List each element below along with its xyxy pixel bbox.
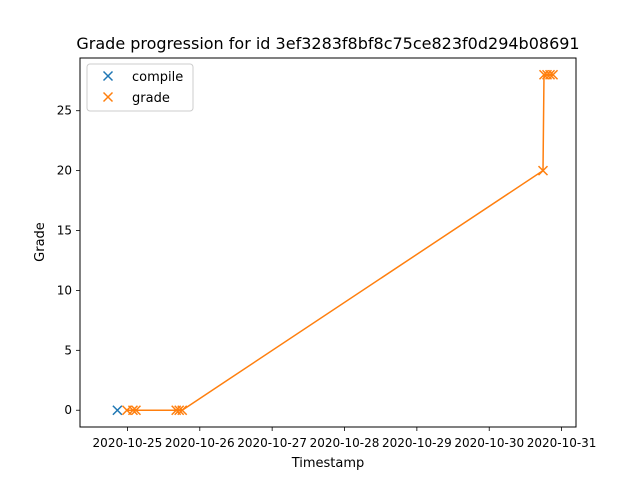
point-grade-7-stroke-b (537, 165, 549, 176)
legend-marker-compile (102, 70, 114, 82)
point-compile-1-stroke-b (112, 405, 123, 416)
y-axis-ticks: 0 5 10 15 20 25 (57, 104, 80, 417)
y-tick-label-6: 25 (57, 104, 72, 118)
legend-marker-compile-stroke-b (102, 70, 114, 82)
plot-area (112, 69, 559, 416)
x-tick-label-6: 2020-10-30 (454, 436, 524, 450)
x-tick-label-1: 2020-10-25 (93, 436, 163, 450)
axes-frame (79, 57, 577, 428)
y-tick-label-1: 0 (64, 403, 72, 417)
legend: compile grade (86, 63, 194, 112)
x-tick-label-2: 2020-10-26 (165, 436, 235, 450)
y-axis-label: Grade (33, 222, 48, 262)
point-grade-5 (174, 405, 185, 416)
x-tick-label-4: 2020-10-28 (310, 436, 380, 450)
x-tick-label-5: 2020-10-29 (382, 436, 452, 450)
point-grade-11 (548, 69, 559, 80)
legend-marker-grade (102, 91, 114, 103)
point-grade-6 (177, 405, 188, 416)
x-axis-label: Timestamp (291, 456, 365, 471)
legend-label-grade: grade (132, 91, 170, 106)
legend-label-compile: compile (132, 70, 183, 85)
point-grade-7 (537, 165, 549, 176)
legend-box (86, 63, 194, 112)
chart-title: Grade progression for id 3ef3283f8bf8c75… (76, 34, 579, 53)
point-grade-10 (544, 69, 556, 80)
x-tick-label-7: 2020-10-31 (527, 436, 597, 450)
y-tick-label-3: 10 (57, 283, 72, 297)
point-grade-10-stroke-b (544, 69, 556, 80)
y-tick-label-5: 20 (57, 164, 72, 178)
point-grade-6-stroke-b (177, 405, 188, 416)
y-tick-label-4: 15 (57, 224, 72, 238)
point-grade-2 (127, 405, 138, 416)
series-compile (112, 405, 123, 416)
point-grade-3 (130, 405, 142, 416)
point-grade-3-stroke-b (130, 405, 142, 416)
point-grade-11-stroke-b (548, 69, 559, 80)
point-compile-1 (112, 405, 123, 416)
point-grade-2-stroke-b (127, 405, 138, 416)
y-tick-label-2: 5 (64, 343, 72, 357)
x-axis-ticks: 2020-10-25 2020-10-26 2020-10-27 2020-10-28… (93, 427, 597, 450)
x-tick-label-3: 2020-10-27 (237, 436, 307, 450)
point-grade-5-stroke-b (174, 405, 185, 416)
series-grade (121, 69, 559, 416)
legend-marker-grade-stroke-b (102, 91, 114, 103)
